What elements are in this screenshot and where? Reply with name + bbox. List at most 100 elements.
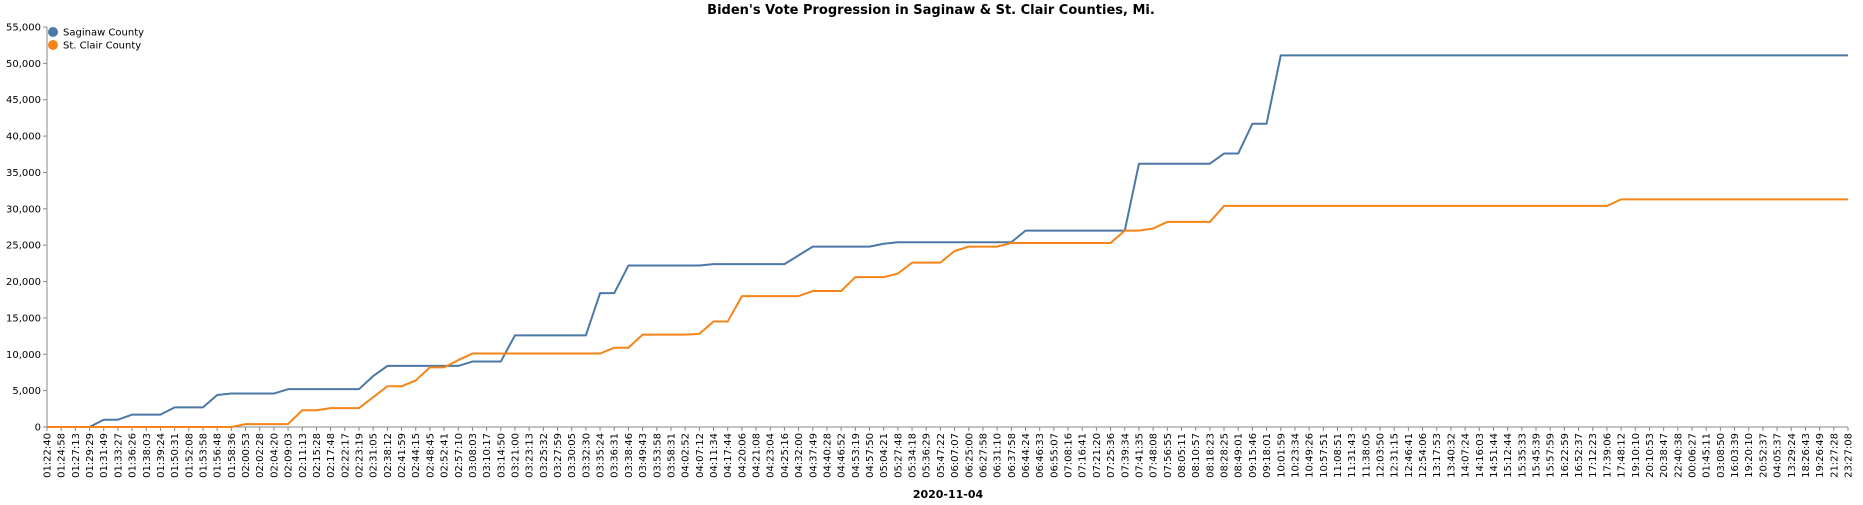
x-tick-label: 06:44:24 (1021, 433, 1032, 478)
y-tick-label: 55,000 (6, 23, 41, 34)
x-axis-title: 2020-11-04 (913, 488, 984, 501)
x-tick-label: 04:23:04 (766, 433, 777, 478)
y-tick-label: 50,000 (6, 59, 41, 70)
x-tick-label: 03:27:59 (553, 433, 564, 478)
x-tick-label: 15:12:44 (1503, 433, 1514, 478)
x-tick-label: 04:57:50 (865, 433, 876, 478)
x-tick-label: 17:39:06 (1602, 433, 1613, 478)
x-tick-label: 07:16:41 (1078, 433, 1089, 478)
y-tick-label: 25,000 (6, 241, 41, 252)
y-tick-label: 35,000 (6, 168, 41, 179)
x-tick-label: 04:37:49 (808, 433, 819, 478)
x-tick-label: 03:58:31 (666, 433, 677, 478)
x-tick-label: 02:31:05 (369, 433, 380, 478)
legend-label: Saginaw County (63, 28, 144, 39)
x-tick-label: 02:41:59 (397, 433, 408, 478)
x-tick-label: 18:26:43 (1801, 433, 1812, 478)
x-axis: 01:22:40 01:24:58 01:27:13 01:29:29 01:31:49… (43, 426, 1855, 478)
x-tick-label: 06:46:33 (1035, 433, 1046, 478)
x-tick-label: 20:52:37 (1758, 433, 1769, 478)
x-tick-label: 02:04:20 (269, 433, 280, 478)
x-tick-label: 20:38:47 (1659, 433, 1670, 478)
x-tick-label: 03:32:30 (581, 433, 592, 478)
x-tick-label: 07:48:08 (1149, 433, 1160, 478)
x-tick-label: 13:29:24 (1787, 433, 1798, 478)
x-tick-label: 01:22:40 (43, 433, 54, 478)
series-lines (47, 54, 1848, 428)
x-tick-label: 22:40:38 (1673, 433, 1684, 478)
x-tick-label: 13:17:53 (1432, 433, 1443, 478)
x-tick-label: 02:11:13 (298, 433, 309, 478)
y-tick-label: 5,000 (12, 386, 41, 397)
x-tick-label: 08:18:23 (1205, 433, 1216, 478)
x-tick-label: 14:16:03 (1475, 433, 1486, 478)
x-tick-label: 07:56:55 (1163, 433, 1174, 478)
x-tick-label: 02:17:48 (326, 433, 337, 478)
x-tick-label: 12:03:50 (1376, 433, 1387, 478)
x-tick-label: 05:27:48 (893, 433, 904, 478)
x-tick-label: 02:02:28 (255, 433, 266, 478)
x-tick-label: 04:25:16 (780, 433, 791, 478)
x-tick-label: 05:36:29 (922, 433, 933, 478)
x-tick-label: 03:38:46 (624, 433, 635, 478)
x-tick-label: 05:04:21 (879, 433, 890, 478)
series-line-saginaw-county (47, 54, 1848, 428)
x-tick-label: 04:07:12 (695, 433, 706, 478)
x-tick-label: 14:51:44 (1489, 433, 1500, 478)
x-tick-label: 12:46:41 (1404, 433, 1415, 478)
x-tick-label: 15:45:39 (1532, 433, 1543, 478)
x-tick-label: 00:06:27 (1688, 433, 1699, 478)
x-tick-label: 17:48:12 (1617, 433, 1628, 478)
x-tick-label: 06:31:10 (993, 433, 1004, 478)
x-tick-label: 06:55:07 (1049, 433, 1060, 478)
y-tick-label: 15,000 (6, 313, 41, 324)
x-tick-label: 19:26:49 (1815, 433, 1826, 478)
x-tick-label: 15:35:33 (1517, 433, 1528, 478)
x-tick-label: 17:12:23 (1588, 433, 1599, 478)
x-tick-label: 01:45:11 (1702, 433, 1713, 478)
x-tick-label: 03:36:31 (610, 433, 621, 478)
x-tick-label: 02:22:17 (340, 433, 351, 478)
x-tick-label: 04:46:52 (837, 433, 848, 478)
x-tick-label: 03:14:50 (496, 433, 507, 478)
x-tick-label: 01:52:08 (184, 433, 195, 478)
x-tick-label: 01:53:58 (198, 433, 209, 478)
x-tick-label: 03:08:03 (468, 433, 479, 478)
x-tick-label: 04:20:06 (737, 433, 748, 478)
y-tick-label: 45,000 (6, 95, 41, 106)
y-tick-label: 0 (35, 423, 41, 434)
x-tick-label: 02:23:19 (354, 433, 365, 478)
legend: Saginaw County St. Clair County (48, 27, 144, 52)
x-tick-label: 16:52:37 (1574, 433, 1585, 478)
x-tick-label: 04:17:44 (723, 433, 734, 478)
x-tick-label: 03:35:24 (596, 433, 607, 478)
x-tick-label: 05:47:22 (936, 433, 947, 478)
x-tick-label: 21:27:28 (1829, 433, 1840, 478)
x-tick-label: 06:25:00 (964, 433, 975, 478)
x-tick-label: 12:31:15 (1390, 433, 1401, 478)
x-tick-label: 08:10:57 (1191, 433, 1202, 478)
x-tick-label: 01:27:13 (71, 433, 82, 478)
x-tick-label: 05:34:18 (908, 433, 919, 478)
x-tick-label: 02:48:45 (425, 433, 436, 478)
x-tick-label: 04:53:19 (851, 433, 862, 478)
x-tick-label: 02:00:53 (241, 433, 252, 478)
x-tick-label: 15:57:59 (1546, 433, 1557, 478)
x-tick-label: 10:01:59 (1276, 433, 1287, 478)
y-tick-label: 20,000 (6, 277, 41, 288)
legend-swatch (48, 40, 58, 50)
x-tick-label: 16:22:59 (1560, 433, 1571, 478)
x-tick-label: 03:30:05 (567, 433, 578, 478)
x-tick-label: 16:03:39 (1730, 433, 1741, 478)
x-tick-label: 03:10:17 (482, 433, 493, 478)
x-tick-label: 04:40:28 (822, 433, 833, 478)
x-tick-label: 06:37:58 (1007, 433, 1018, 478)
y-tick-label: 30,000 (6, 204, 41, 215)
x-tick-label: 07:41:35 (1134, 433, 1145, 478)
x-tick-label: 02:09:03 (284, 433, 295, 478)
x-tick-label: 03:21:00 (510, 433, 521, 478)
x-tick-label: 10:49:26 (1305, 433, 1316, 478)
x-tick-label: 09:15:46 (1248, 433, 1259, 478)
x-tick-label: 03:49:43 (638, 433, 649, 478)
